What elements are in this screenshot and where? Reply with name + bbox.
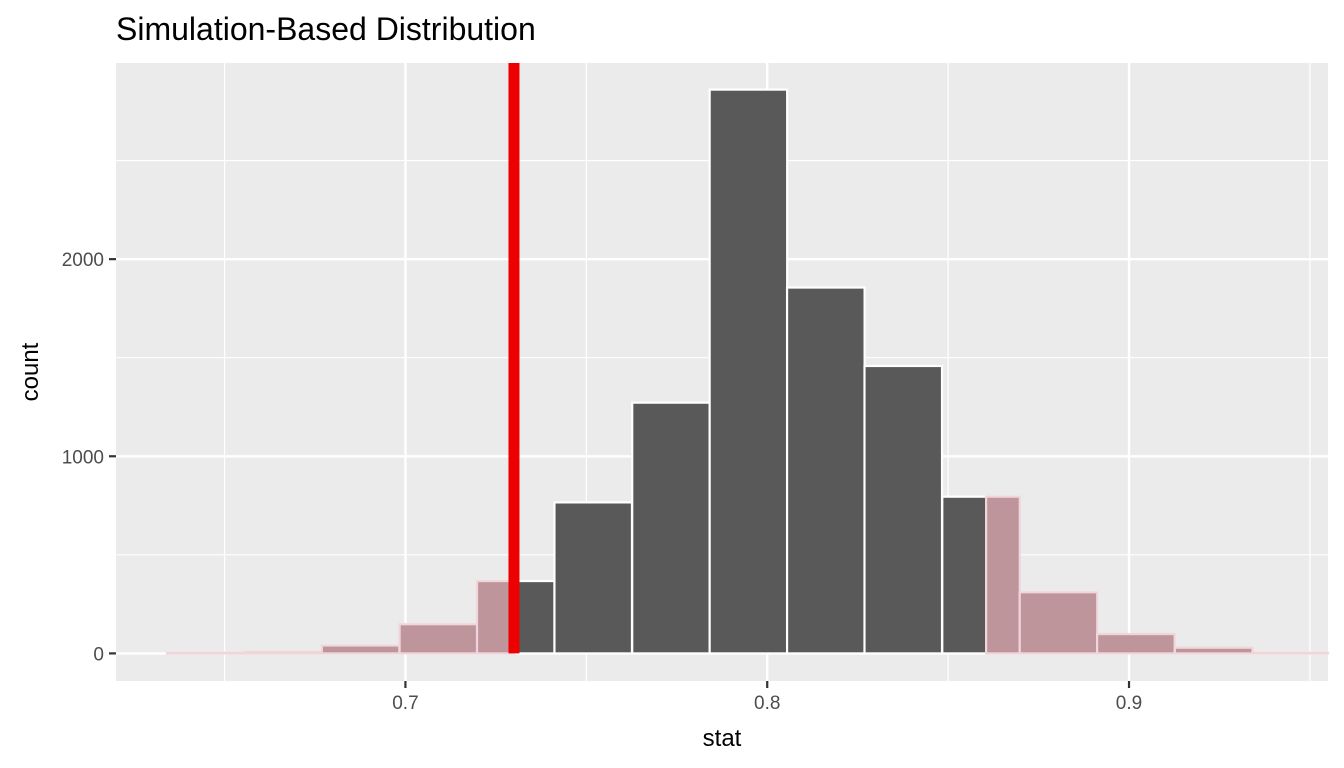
histogram-bar-shaded — [1018, 591, 1099, 655]
y-tick-label: 1000 — [62, 447, 104, 468]
histogram-bar-shaded — [398, 623, 479, 655]
histogram-bar-shaded — [1251, 651, 1330, 655]
bars-shaded-region — [165, 495, 1330, 655]
histogram-bar-shaded — [165, 651, 246, 655]
chart-title: Simulation-Based Distribution — [116, 11, 536, 47]
x-axis-title: stat — [703, 725, 742, 752]
x-tick-label: 0.7 — [392, 693, 418, 714]
x-axis: 0.7 0.8 0.9 — [392, 681, 1142, 714]
histogram-bar — [863, 364, 944, 655]
histogram-bar-shaded — [243, 650, 324, 655]
histogram-bar — [785, 286, 866, 655]
histogram-bar — [631, 401, 711, 655]
histogram-bar-shaded — [1096, 632, 1176, 655]
histogram-bar-shaded — [320, 644, 401, 655]
histogram-bar — [708, 88, 789, 655]
y-tick-label: 0 — [93, 644, 104, 665]
histogram-bar-shaded — [1173, 646, 1254, 655]
y-axis-title: count — [17, 342, 44, 401]
y-tick-label: 2000 — [62, 250, 104, 271]
histogram-bar-shaded — [985, 495, 1021, 655]
histogram-bar — [553, 501, 634, 655]
y-axis: 0 1000 2000 — [62, 250, 116, 665]
histogram-bar-shaded — [475, 579, 516, 655]
x-tick-label: 0.8 — [754, 693, 780, 714]
x-tick-label: 0.9 — [1116, 693, 1142, 714]
